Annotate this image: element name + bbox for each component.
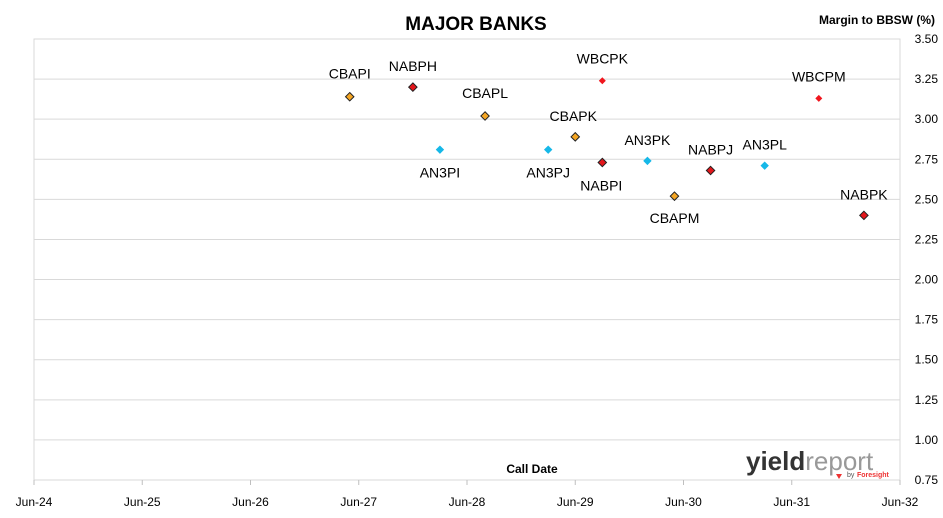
data-point-cbapk [570, 131, 581, 142]
y-tick-label: 3.25 [915, 72, 939, 86]
y-tick-label: 2.50 [915, 192, 939, 206]
chart-title: MAJOR BANKS [405, 14, 546, 35]
y-tick-label: 1.25 [915, 393, 939, 407]
data-point-an3pj [543, 145, 553, 154]
data-point-an3pl [760, 161, 769, 170]
x-axis-ticks: Jun-24 Jun-25 Jun-26 Jun-27 Jun-28 Jun-29 Jun-… [16, 480, 919, 509]
data-point-nabpi [597, 157, 608, 168]
point-label-nabpj: NABPJ [688, 141, 733, 157]
point-label-nabpi: NABPI [580, 177, 622, 193]
watermark-arrow-icon [836, 474, 842, 479]
data-point-wbcpk [598, 77, 606, 85]
data-point-an3pk [643, 156, 652, 166]
point-label-an3pl: AN3PL [743, 137, 788, 153]
point-label-an3pj: AN3PJ [526, 165, 570, 181]
point-label-wbcpk: WBCPK [577, 51, 629, 67]
point-label-cbapi: CBAPI [329, 66, 371, 82]
x-tick-label: Jun-27 [340, 495, 377, 509]
watermark-yield: yield [746, 446, 805, 476]
data-point-nabph [407, 82, 418, 93]
x-tick-label: Jun-26 [232, 495, 269, 509]
data-point-an3pi [435, 145, 445, 154]
y-tick-label: 2.00 [915, 273, 939, 287]
y-tick-label: 3.50 [915, 32, 939, 46]
data-point-wbcpm [815, 94, 823, 102]
watermark-by: by [847, 472, 855, 479]
x-tick-label: Jun-31 [773, 495, 810, 509]
y-axis-label: Margin to BBSW (%) [819, 13, 935, 27]
point-label-an3pi: AN3PI [420, 165, 460, 181]
data-point-nabpk [859, 210, 869, 221]
x-tick-label: Jun-25 [124, 495, 161, 509]
y-tick-label: 2.75 [915, 152, 939, 166]
y-tick-label: 3.00 [915, 112, 939, 126]
x-tick-label: Jun-32 [882, 495, 919, 509]
point-label-cbapm: CBAPM [650, 210, 700, 226]
data-points: CBAPI CBAPL CBAPK CBAPM NABPH NABPI NABPJ NABPK… [329, 51, 889, 226]
x-tick-label: Jun-24 [16, 495, 53, 509]
watermark-foresight: Foresight [857, 472, 890, 479]
y-axis-ticks: 0.75 1.00 1.25 1.50 1.75 2.00 2.25 2.50 2.75 3.00… [915, 32, 939, 487]
watermark-report: report [805, 446, 874, 476]
point-label-an3pk: AN3PK [624, 132, 671, 148]
watermark-text: yieldreport [746, 446, 874, 476]
gridlines [34, 38, 900, 481]
point-label-nabpk: NABPK [840, 186, 888, 202]
data-point-cbapl [480, 111, 490, 121]
plot-area [33, 38, 901, 481]
x-tick-label: Jun-28 [449, 495, 486, 509]
y-tick-label: 1.50 [915, 353, 939, 367]
point-label-cbapk: CBAPK [550, 108, 598, 124]
data-point-cbapm [669, 191, 680, 202]
point-label-wbcpm: WBCPM [792, 68, 846, 84]
x-tick-label: Jun-30 [665, 495, 702, 509]
y-tick-label: 1.00 [915, 433, 939, 447]
y-tick-label: 1.75 [915, 313, 939, 327]
x-axis-label: Call Date [506, 462, 558, 476]
point-label-cbapl: CBAPL [462, 85, 508, 101]
data-point-cbapi [344, 91, 355, 102]
y-tick-label: 2.25 [915, 232, 939, 246]
data-point-nabpj [705, 165, 716, 176]
x-tick-label: Jun-29 [557, 495, 594, 509]
point-label-nabph: NABPH [389, 58, 437, 74]
y-tick-label: 0.75 [915, 473, 939, 487]
watermark-logo: yieldreport by Foresight [746, 446, 890, 479]
